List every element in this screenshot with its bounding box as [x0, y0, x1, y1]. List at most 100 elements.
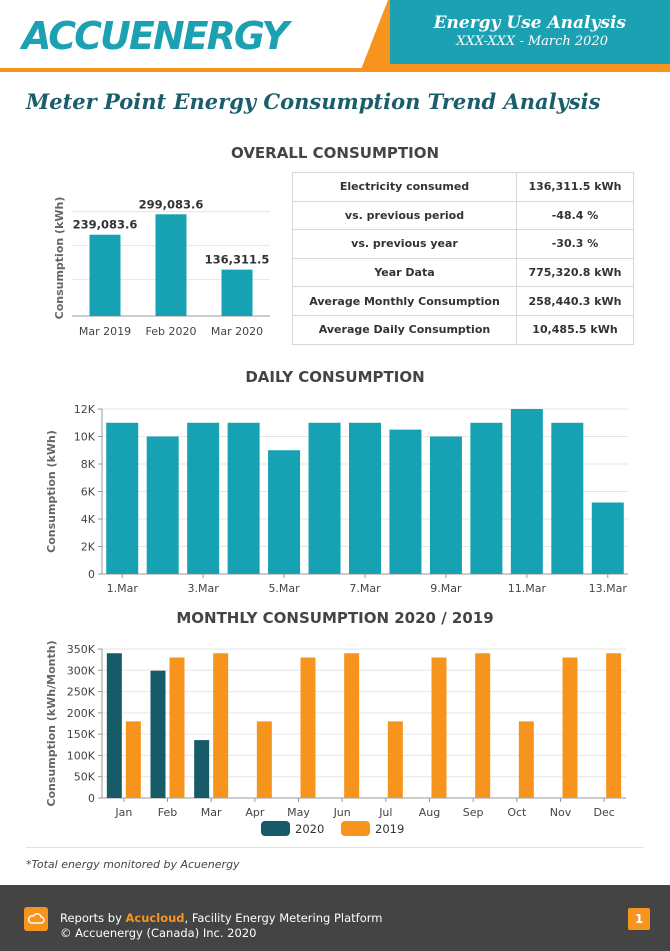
- y-tick-label: 0: [88, 568, 95, 581]
- bar: [389, 429, 422, 574]
- bar: [551, 422, 584, 574]
- bar: [106, 422, 139, 574]
- y-tick-label: 100K: [67, 749, 96, 762]
- header-orange-underline: [0, 68, 670, 72]
- bar-data-label: 136,311.5: [205, 253, 270, 267]
- bar-2020: [194, 740, 210, 798]
- x-tick-label: 7.Mar: [349, 582, 381, 595]
- stats-label: Year Data: [292, 257, 517, 288]
- bar-data-label: 299,083.6: [139, 197, 204, 211]
- stats-label: vs. previous year: [292, 229, 517, 259]
- bar: [187, 422, 220, 574]
- bar: [510, 409, 543, 574]
- section-title-daily: DAILY CONSUMPTION: [245, 368, 425, 386]
- header-teal-shape: [390, 0, 670, 64]
- x-tick-label: Mar: [201, 806, 222, 819]
- x-tick-label: 5.Mar: [268, 582, 300, 595]
- y-tick-label: 50K: [74, 771, 96, 784]
- monthly-consumption-chart: 0 50K 100K 150K 200K 250K 300K 350K Consumption …: [45, 640, 626, 836]
- y-axis-label: Consumption (kWh): [45, 430, 58, 553]
- section-title-overall: OVERALL CONSUMPTION: [230, 144, 440, 162]
- bar-data-label: 239,083.6: [73, 218, 138, 232]
- bar: [349, 422, 381, 574]
- bar-2019: [387, 721, 403, 798]
- x-tick-label: 9.Mar: [430, 582, 462, 595]
- y-tick-label: 300K: [67, 664, 96, 677]
- overall-consumption-chart: Consumption (kWh) 239,083.6 Mar 2019 299,08…: [53, 197, 270, 338]
- report-title: Energy Use Analysis: [433, 13, 626, 33]
- legend-swatch-2020: [261, 821, 290, 836]
- x-tick-label: May: [287, 806, 310, 819]
- x-tick-label: 13.Mar: [589, 582, 628, 595]
- bar-2020: [150, 670, 166, 798]
- x-tick-label: Aug: [419, 806, 440, 819]
- header-bar: [0, 0, 670, 72]
- x-tick-label: Feb 2020: [146, 325, 197, 338]
- bar-2019: [606, 653, 622, 798]
- x-tick-label: Jul: [378, 806, 392, 819]
- bar-2019: [475, 653, 491, 798]
- y-tick-label: 350K: [67, 643, 96, 656]
- page-number: 1: [628, 908, 650, 930]
- bar-2019: [169, 657, 185, 798]
- page-title: Meter Point Energy Consumption Trend Ana…: [26, 89, 601, 114]
- daily-consumption-chart: 0 2K 4K 6K 8K 10K 12K Consumption (kWh) 1.Mar 3.M…: [45, 403, 628, 595]
- bar-2019: [300, 657, 316, 798]
- stats-row: Year Data 775,320.8 kWh: [292, 257, 634, 288]
- stats-row: vs. previous period -48.4 %: [292, 200, 634, 231]
- bar-2019: [562, 657, 578, 798]
- stats-row: Average Daily Consumption 10,485.5 kWh: [292, 314, 634, 345]
- footer-brand-link[interactable]: Acucloud: [125, 911, 185, 925]
- y-tick-label: 6K: [81, 486, 96, 499]
- x-tick-label: Jun: [333, 806, 351, 819]
- stats-label: Electricity consumed: [292, 172, 517, 202]
- bar: [146, 436, 179, 574]
- x-tick-label: 11.Mar: [508, 582, 547, 595]
- bar-2019: [518, 721, 534, 798]
- y-tick-label: 4K: [81, 513, 96, 526]
- divider: [26, 847, 644, 848]
- y-tick-label: 150K: [67, 728, 96, 741]
- footer: Reports by Acucloud, Facility Energy Met…: [0, 885, 670, 951]
- footer-platform: , Facility Energy Metering Platform: [184, 911, 383, 925]
- bar: [89, 234, 121, 316]
- stats-row: Electricity consumed 136,311.5 kWh: [292, 172, 634, 202]
- bar: [268, 450, 301, 574]
- y-tick-label: 2K: [81, 541, 96, 554]
- footer-platform-line: Reports by Acucloud, Facility Energy Met…: [60, 911, 382, 925]
- stats-value: 136,311.5 kWh: [516, 172, 634, 202]
- bar-2019: [256, 721, 272, 798]
- report-subtitle: XXX-XXX - March 2020: [456, 34, 608, 49]
- x-tick-label: Feb: [158, 806, 177, 819]
- bar: [227, 422, 260, 574]
- y-tick-label: 8K: [81, 458, 96, 471]
- y-tick-label: 250K: [67, 686, 96, 699]
- bar-2019: [213, 653, 229, 798]
- cloud-icon: [24, 907, 48, 931]
- x-tick-label: 1.Mar: [107, 582, 139, 595]
- stats-value: 775,320.8 kWh: [516, 257, 634, 288]
- bar-2019: [431, 657, 447, 798]
- footnote: *Total energy monitored by Acuenergy: [26, 858, 240, 871]
- bar: [591, 502, 624, 574]
- y-tick-label: 0: [88, 792, 95, 805]
- bar-2020: [106, 653, 122, 798]
- x-tick-label: Sep: [463, 806, 484, 819]
- x-tick-label: Apr: [245, 806, 265, 819]
- legend-swatch-2019: [341, 821, 370, 836]
- bar: [429, 436, 462, 574]
- legend-label: 2019: [375, 822, 404, 836]
- stats-table: Electricity consumed 136,311.5 kWh vs. pre…: [292, 172, 634, 345]
- stats-label: vs. previous period: [292, 200, 517, 231]
- stats-row: vs. previous year -30.3 %: [292, 229, 634, 259]
- stats-value: 10,485.5 kWh: [516, 314, 634, 345]
- x-tick-label: Oct: [507, 806, 527, 819]
- accuenergy-logo: ACCUENERGY: [22, 14, 289, 58]
- stats-label: Average Monthly Consumption: [292, 286, 517, 316]
- stats-label: Average Daily Consumption: [292, 314, 517, 345]
- x-tick-label: Mar 2019: [79, 325, 131, 338]
- y-axis-label: Consumption (kWh/Month): [45, 640, 58, 806]
- y-tick-label: 200K: [67, 707, 96, 720]
- section-title-monthly: MONTHLY CONSUMPTION 2020 / 2019: [176, 609, 494, 627]
- x-tick-label: Dec: [594, 806, 615, 819]
